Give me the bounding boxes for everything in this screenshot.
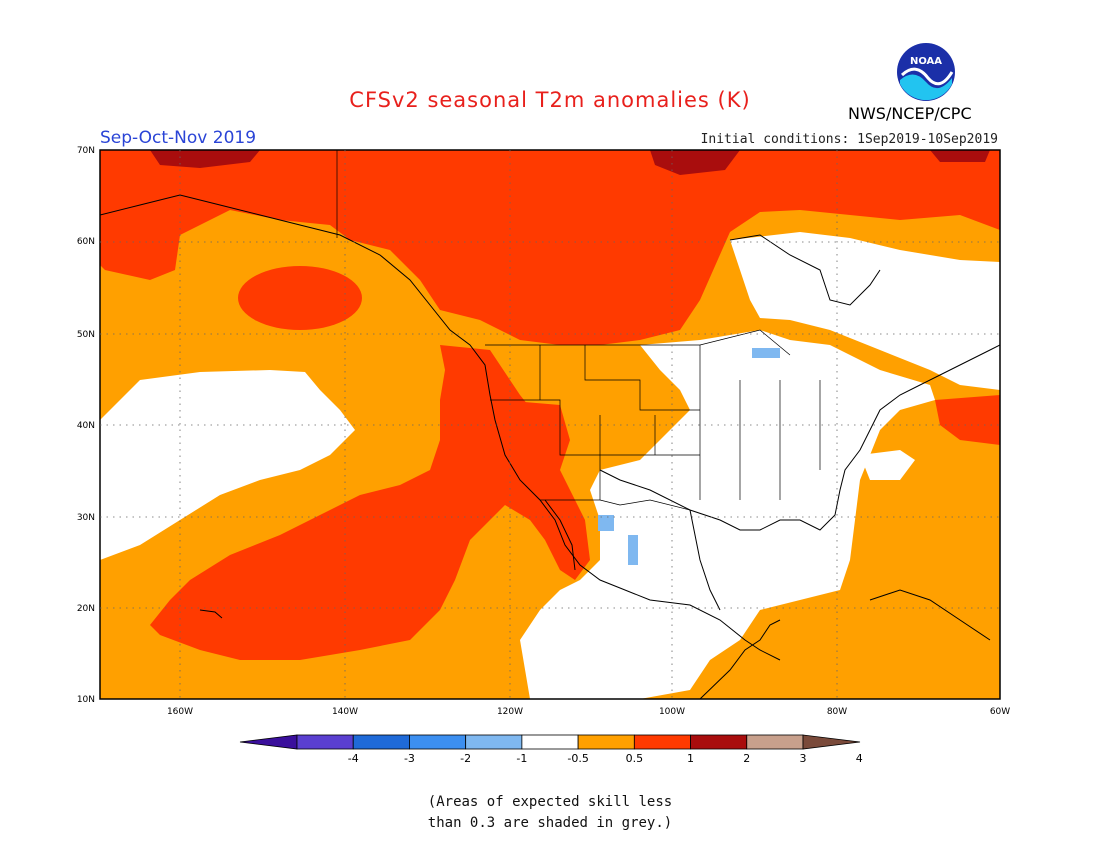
colorbar-label: 3 xyxy=(800,752,807,765)
anomaly-1-2-region-pacific xyxy=(150,345,590,660)
axis-ticks: 160W 140W 120W 100W 80W 60W 70N 60N 50N … xyxy=(77,146,1010,717)
colorbar-swatch xyxy=(409,734,467,750)
anomaly-field xyxy=(100,150,1000,699)
lat-tick-label: 50N xyxy=(77,330,95,340)
colorbar-swatch xyxy=(521,734,579,750)
colorbar-extend-high xyxy=(802,734,861,750)
lon-tick-label: 80W xyxy=(827,707,847,717)
lat-tick-label: 30N xyxy=(77,513,95,523)
colorbar-swatch xyxy=(352,734,410,750)
footnote-line: (Areas of expected skill less xyxy=(427,794,673,810)
lat-tick-label: 70N xyxy=(77,146,95,156)
colorbar-swatch xyxy=(296,734,354,750)
colorbar-label: -3 xyxy=(404,752,415,765)
near-normal-region-east-canada xyxy=(730,232,1000,390)
anomaly-1-2-region-north xyxy=(100,150,1000,345)
colorbar-label: -4 xyxy=(348,752,359,765)
lat-lon-grid xyxy=(100,150,1000,699)
colorbar-labels: -4 -3 -2 -1 -0.5 0.5 1 2 3 4 xyxy=(348,752,863,765)
footnote-line: than 0.3 are shaded in grey.) xyxy=(427,815,673,831)
coastlines xyxy=(100,194,1000,699)
near-normal-region-pacific xyxy=(100,370,355,560)
colorbar-label: 1 xyxy=(687,752,694,765)
agency-label: NWS/NCEP/CPC xyxy=(848,104,972,123)
logo-text: NOAA xyxy=(910,56,942,67)
colorbar-label: -1 xyxy=(516,752,527,765)
lat-tick-label: 10N xyxy=(77,695,95,705)
anomaly-negative-region xyxy=(598,515,614,531)
lon-tick-label: 100W xyxy=(659,707,685,717)
colorbar-swatch xyxy=(577,734,635,750)
colorbar-swatch xyxy=(746,734,804,750)
colorbar-label: 4 xyxy=(856,752,863,765)
near-normal-region-us-mexico xyxy=(520,330,935,699)
anomaly-1-2-region-gulf-of-alaska xyxy=(238,266,362,330)
colorbar-swatches xyxy=(239,734,861,750)
colorbar-extend-low xyxy=(239,734,298,750)
lon-tick-label: 60W xyxy=(990,707,1010,717)
anomaly-1-2-region-atlantic xyxy=(935,395,1000,445)
colorbar-label: 2 xyxy=(743,752,750,765)
colorbar-label: -0.5 xyxy=(567,752,588,765)
lon-tick-label: 160W xyxy=(167,707,193,717)
colorbar-label: -2 xyxy=(460,752,471,765)
initial-conditions-label: Initial conditions: 1Sep2019-10Sep2019 xyxy=(700,132,998,147)
colorbar-swatch xyxy=(690,734,748,750)
lon-tick-label: 120W xyxy=(497,707,523,717)
footnote: (Areas of expected skill less than 0.3 a… xyxy=(0,792,1100,834)
colorbar-swatch xyxy=(465,734,523,750)
lat-tick-label: 60N xyxy=(77,237,95,247)
lat-tick-label: 20N xyxy=(77,604,95,614)
chart-title: CFSv2 seasonal T2m anomalies (K) xyxy=(349,88,751,112)
season-label: Sep-Oct-Nov 2019 xyxy=(100,128,257,148)
anomaly-2-3-region xyxy=(150,150,260,168)
political-borders xyxy=(336,150,821,511)
colorbar-label: 0.5 xyxy=(626,752,644,765)
colorbar-swatch xyxy=(633,734,691,750)
lon-tick-label: 140W xyxy=(332,707,358,717)
lat-tick-label: 40N xyxy=(77,421,95,431)
noaa-logo: NOAA xyxy=(897,43,955,101)
map-frame xyxy=(99,149,1001,700)
